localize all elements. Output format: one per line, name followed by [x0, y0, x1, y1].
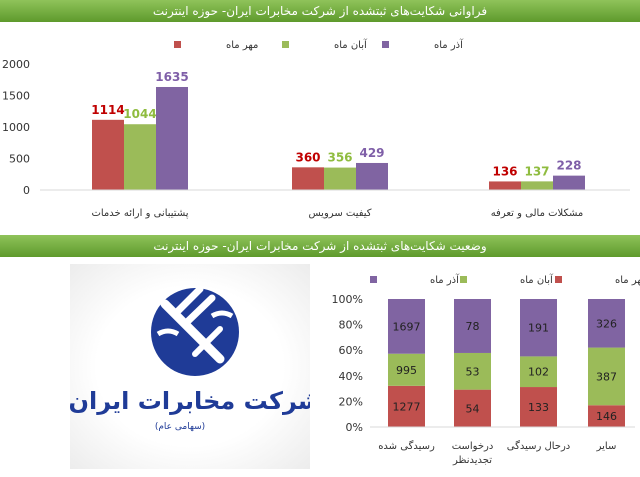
stacked-segment: [588, 347, 625, 406]
bar: [356, 162, 388, 190]
stacked-segment: [454, 299, 491, 353]
y-tick-label: 20%: [339, 395, 363, 408]
y-tick-label: 0: [23, 184, 30, 197]
category-label: پشتیبانی و ارائه خدمات: [91, 208, 188, 219]
category-label: مشکلات مالی و تعرفه: [491, 208, 584, 219]
legend-swatch: [282, 41, 289, 48]
bar-value-label: 228: [556, 159, 581, 173]
category-label-line: درخواست: [452, 441, 494, 452]
bar-value-label: 360: [295, 150, 320, 164]
segment-value-label: 191: [528, 322, 549, 335]
legend-label: آبان ماه: [520, 273, 554, 286]
y-tick-label: 1000: [2, 121, 30, 134]
bar-value-label: 1635: [155, 70, 188, 84]
stacked-segment: [520, 387, 557, 427]
stacked-segment: [454, 389, 491, 427]
stacked-segment: [520, 299, 557, 357]
segment-value-label: 133: [528, 401, 549, 414]
y-tick-label: 40%: [339, 370, 363, 383]
segment-value-label: 1697: [393, 320, 421, 333]
bar: [156, 86, 188, 190]
company-logo: شرکت مخابرات ایران (سهامی عام): [69, 264, 321, 469]
telecom-logo-icon: [151, 285, 239, 376]
segment-value-label: 78: [466, 320, 480, 333]
logo-subtext: (سهامی عام): [155, 422, 205, 432]
y-tick-label: 1500: [2, 90, 30, 103]
bottom-chart-header: وضعیت شکایت‌های ثبتشده از شرکت مخابرات ا…: [0, 235, 640, 257]
bar: [92, 119, 124, 190]
y-tick-label: 0%: [346, 421, 363, 434]
category-label-line: تجدیدنظر: [452, 455, 492, 466]
legend-swatch: [555, 276, 562, 283]
top-chart-header: فراوانی شکایت‌های ثبتشده از شرکت مخابرات…: [0, 0, 640, 22]
legend-label: آذر ماه: [434, 38, 464, 51]
bar-value-label: 137: [524, 164, 549, 178]
complaints-status-chart: آذر ماه آبان ماه مهر ماه 100% 80% 60% 40% 20% 0%…: [332, 273, 640, 466]
category-label: رسیدگی شده: [378, 440, 435, 452]
category-label: سایر: [596, 441, 617, 452]
segment-value-label: 326: [596, 317, 617, 330]
stacked-segment: [520, 356, 557, 388]
stacked-segment: [588, 405, 625, 427]
y-tick-label: 60%: [339, 344, 363, 357]
segment-value-label: 146: [596, 410, 617, 423]
stacked-segment: [454, 352, 491, 390]
y-tick-label: 80%: [339, 319, 363, 332]
bar: [521, 181, 553, 190]
y-tick-label: 2000: [2, 58, 30, 71]
legend-label: مهر ماه: [226, 40, 258, 51]
stacked-segment: [588, 299, 625, 348]
bar-value-label: 136: [492, 164, 517, 178]
legend-swatch: [382, 41, 389, 48]
y-tick-label: 100%: [332, 293, 363, 306]
legend-swatch: [370, 276, 377, 283]
legend-label: مهر ماه: [615, 275, 640, 286]
segment-value-label: 1277: [393, 400, 421, 413]
bar-value-label: 1044: [123, 107, 156, 121]
bar-value-label: 1114: [91, 103, 124, 117]
stacked-segment: [388, 385, 425, 427]
logo-text: شرکت مخابرات ایران: [70, 387, 310, 415]
legend-swatch: [460, 276, 467, 283]
legend-label: آبان ماه: [334, 38, 368, 51]
segment-value-label: 387: [596, 370, 617, 383]
category-label: کیفیت سرویس: [308, 208, 371, 219]
bar: [324, 167, 356, 190]
bar: [292, 167, 324, 190]
segment-value-label: 102: [528, 366, 549, 379]
bar-value-label: 429: [359, 146, 384, 160]
y-tick-label: 500: [9, 153, 30, 166]
legend-label: آذر ماه: [430, 273, 460, 286]
bar-value-label: 356: [327, 151, 352, 165]
bar: [553, 175, 585, 190]
segment-value-label: 995: [396, 364, 417, 377]
stacked-segment: [388, 299, 425, 354]
legend-swatch: [174, 41, 181, 48]
category-label: درحال رسیدگی: [507, 440, 571, 452]
segment-value-label: 54: [466, 402, 480, 415]
segment-value-label: 53: [466, 365, 480, 378]
bar: [124, 124, 156, 190]
complaints-frequency-chart: مهر ماه آبان ماه آذر ماه 2000 1500 1000 500 0 11…: [2, 38, 630, 219]
bar: [489, 181, 521, 190]
stacked-segment: [388, 353, 425, 386]
